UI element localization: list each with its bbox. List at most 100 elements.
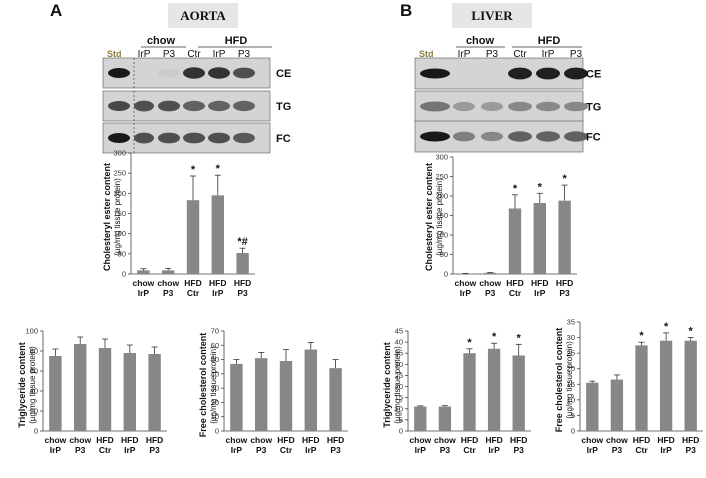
category-label: P3: [440, 445, 451, 455]
significance-mark: *: [517, 332, 522, 344]
chart-3: 0 20 40 60 80 100 Triglyceride content (µg/mg t…: [17, 327, 167, 455]
blot-group-label: chow: [147, 35, 176, 47]
lane-label: P3: [486, 49, 499, 60]
blot-group-label: HFD: [538, 35, 561, 47]
significance-mark: *: [216, 163, 221, 175]
y-tick-label: 20: [30, 407, 38, 416]
y-tick-label: 35: [567, 318, 575, 327]
bar: [329, 368, 342, 431]
category-label: HFD: [302, 435, 319, 445]
y-tick-label: 80: [30, 347, 38, 356]
y-tick-label: 20: [211, 398, 219, 407]
blot-b: chow HFD IrP P3 Ctr IrP P3 Std CE TG FC: [414, 35, 601, 153]
bar: [659, 340, 673, 431]
blot-band: [508, 67, 532, 80]
blot-band: [158, 68, 180, 78]
y-tick-label: 50: [440, 250, 448, 259]
significance-mark: *: [191, 164, 196, 176]
y-tick-label: 0: [444, 270, 448, 279]
blot-band: [481, 131, 503, 142]
y-tick-label: 0: [571, 427, 575, 436]
std-band: [108, 68, 130, 78]
blot-row-label: TG: [586, 102, 601, 114]
y-tick-label: 0: [34, 427, 38, 436]
panel-letter: A: [50, 1, 62, 20]
category-label: chow: [455, 278, 477, 288]
significance-mark: *: [562, 173, 567, 185]
panel-title: LIVER: [471, 8, 513, 23]
category-label: Ctr: [635, 445, 648, 455]
category-label: chow: [434, 435, 456, 445]
lane-label: IrP: [458, 49, 471, 60]
blot-row-label: TG: [276, 101, 291, 113]
y-tick-label: 60: [30, 367, 38, 376]
category-label: HFD: [556, 278, 573, 288]
blot-band: [508, 101, 532, 112]
lane-label: P3: [570, 49, 583, 60]
y-tick-label: 300: [113, 149, 126, 158]
category-label: IrP: [305, 445, 317, 455]
y-tick-label: 15: [395, 393, 403, 402]
bar: [98, 348, 112, 431]
y-tick-label: 20: [567, 364, 575, 373]
bar: [484, 272, 497, 274]
y-tick-label: 5: [399, 415, 403, 424]
y-tick-label: 60: [211, 341, 219, 350]
y-tick-label: 250: [435, 172, 448, 181]
lane-label: IrP: [138, 49, 151, 60]
bar: [512, 355, 525, 431]
category-label: P3: [485, 288, 496, 298]
y-tick-label: 100: [113, 229, 126, 238]
blot-band: [564, 67, 588, 80]
category-label: chow: [133, 278, 155, 288]
category-label: P3: [513, 445, 524, 455]
blot-band: [481, 101, 503, 112]
blot-band: [536, 101, 560, 112]
category-label: P3: [685, 445, 696, 455]
y-tick-label: 150: [435, 211, 448, 220]
blot-band: [536, 67, 560, 80]
category-label: Ctr: [187, 288, 200, 298]
category-label: P3: [149, 445, 160, 455]
category-label: HFD: [461, 435, 478, 445]
lane-label: P3: [238, 49, 251, 60]
y-axis-label: Cholesteryl ester content: [424, 163, 434, 271]
category-label: HFD: [510, 435, 527, 445]
panel-b-header: B LIVER: [400, 1, 532, 28]
blot-band: [536, 131, 560, 142]
title-box: [168, 3, 238, 28]
blot-row-label: CE: [586, 69, 601, 81]
category-label: IrP: [124, 445, 136, 455]
std-label: Std: [419, 49, 434, 59]
blot-band: [208, 132, 230, 144]
category-label: IrP: [460, 288, 472, 298]
blot-row-label: FC: [276, 133, 291, 145]
category-label: HFD: [277, 435, 294, 445]
category-label: Ctr: [509, 288, 522, 298]
bar: [438, 406, 452, 431]
y-axis-label: Cholesteryl ester content: [102, 163, 112, 271]
y-tick-label: 10: [567, 395, 575, 404]
blot-band: [564, 101, 588, 112]
bar: [414, 406, 427, 431]
y-tick-label: 10: [211, 412, 219, 421]
y-tick-label: 0: [215, 427, 219, 436]
category-label: HFD: [184, 278, 201, 288]
blot-band: [183, 132, 205, 144]
category-label: chow: [479, 278, 501, 288]
bar: [162, 270, 175, 274]
y-tick-label: 300: [435, 153, 448, 162]
y-axis-label: Triglyceride content: [17, 342, 27, 428]
blot-band: [158, 100, 180, 112]
blot-band: [453, 131, 475, 142]
y-axis-unit: (µg/mg tissue protein): [113, 178, 122, 256]
bar: [236, 253, 249, 274]
y-tick-label: 0: [122, 270, 126, 279]
y-tick-label: 25: [395, 371, 403, 380]
y-tick-label: 40: [395, 338, 403, 347]
significance-mark: *: [689, 326, 694, 338]
category-label: HFD: [485, 435, 502, 445]
